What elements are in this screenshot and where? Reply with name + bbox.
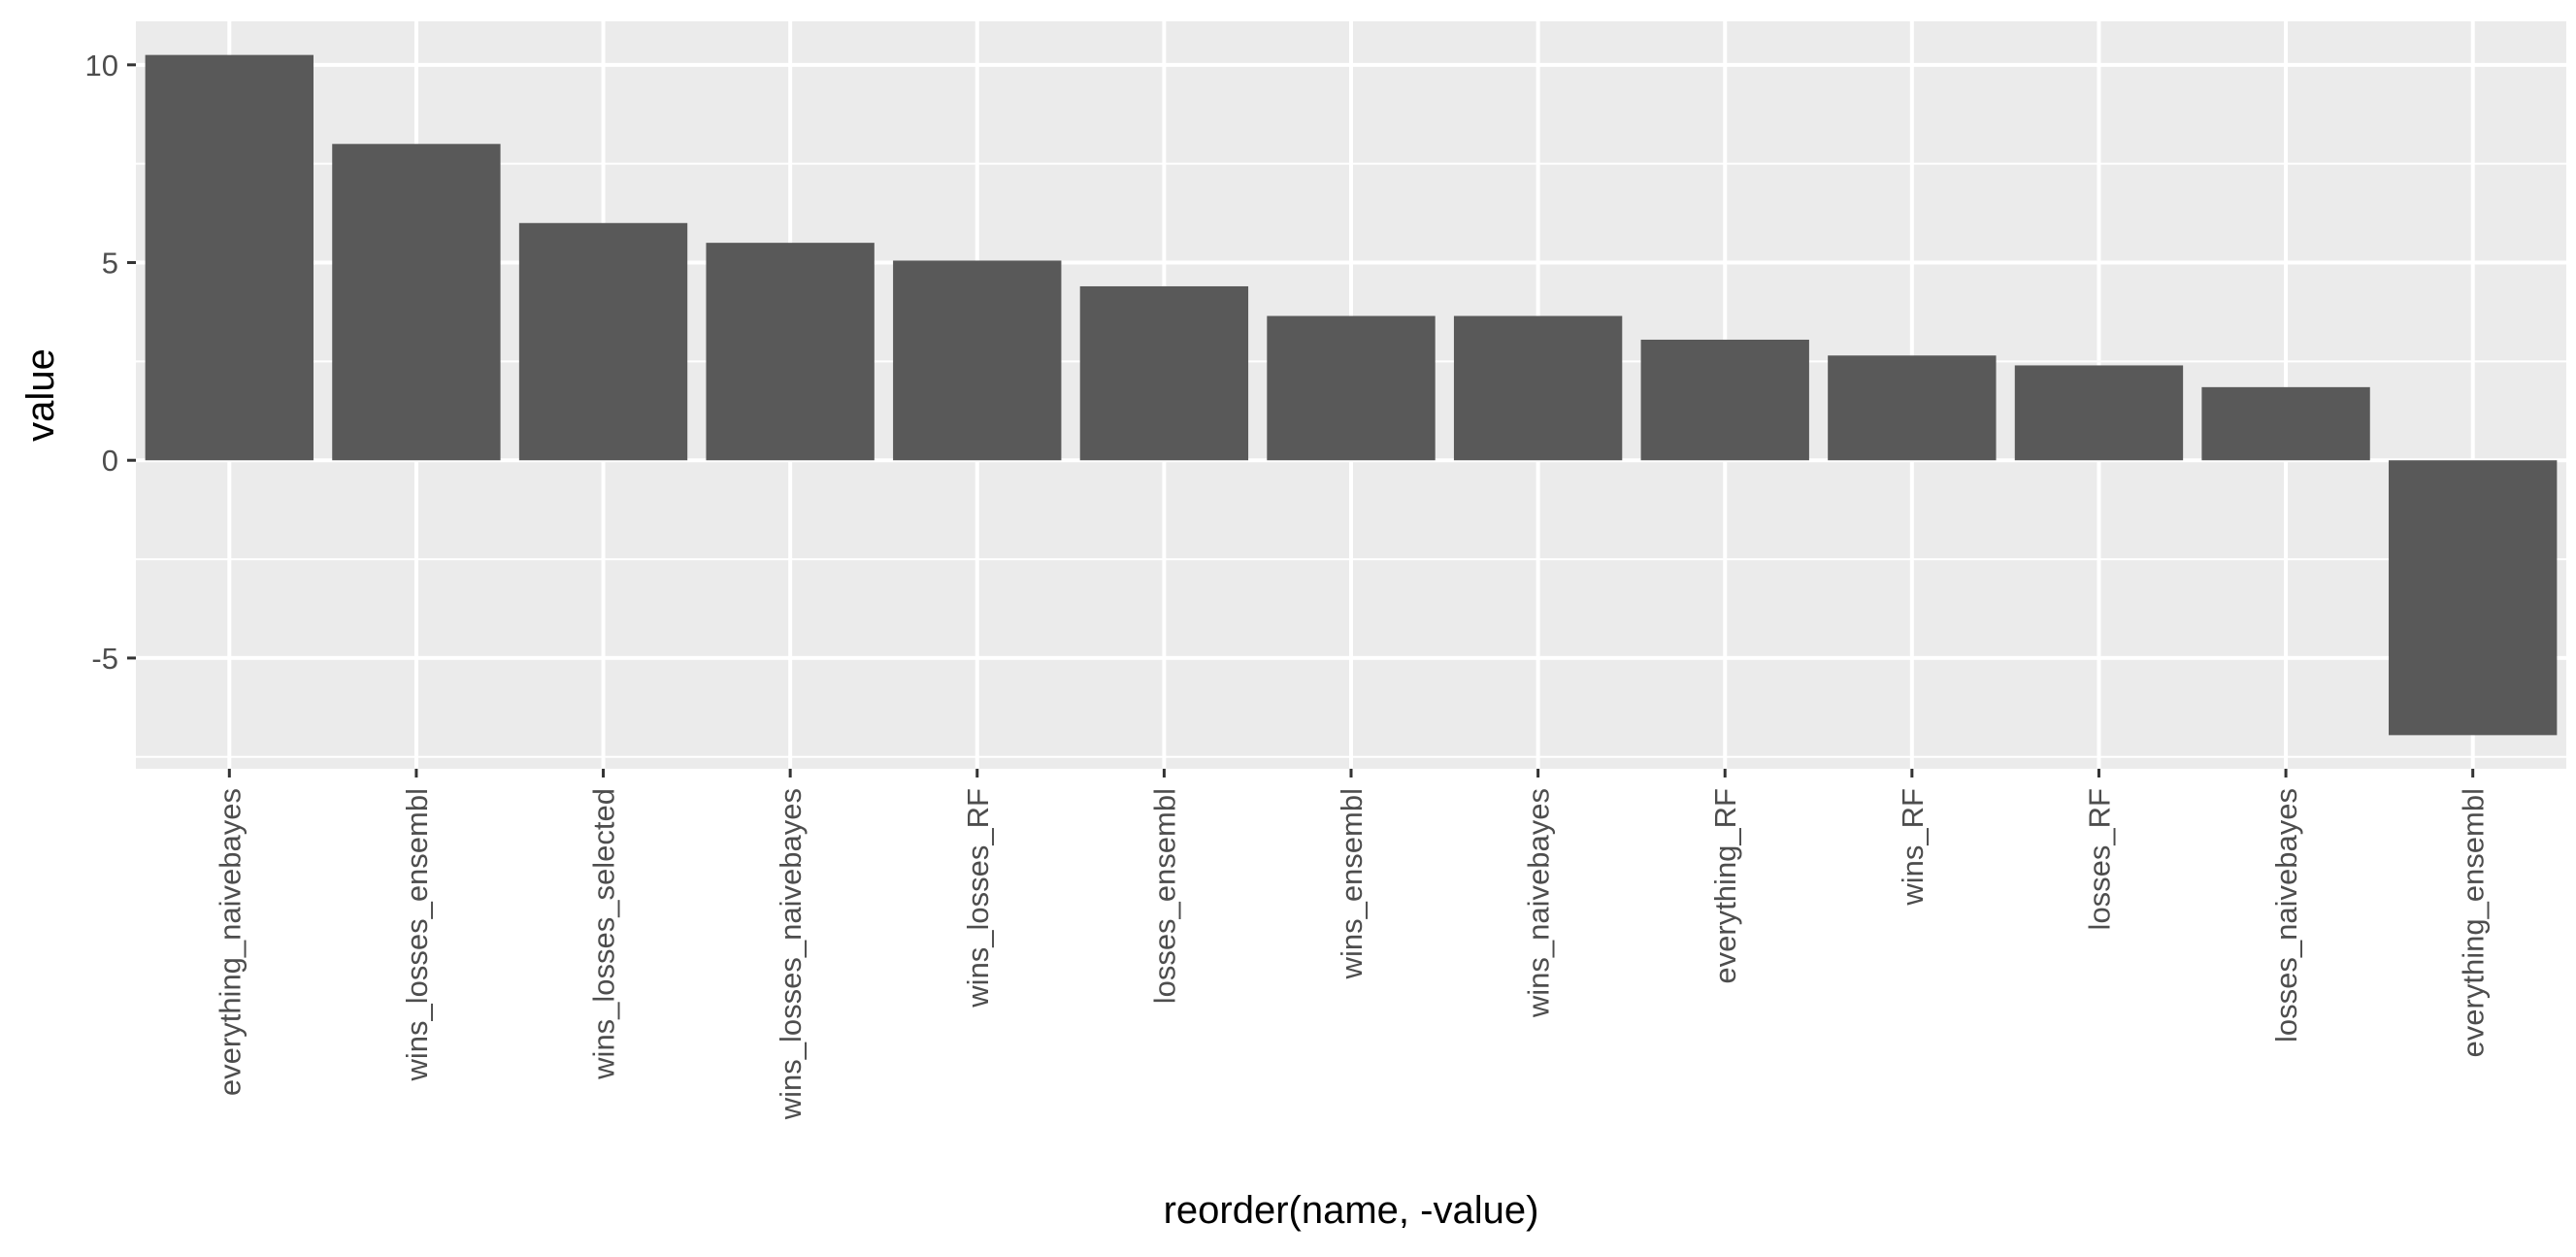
y-tick-label: 5 [102,247,118,281]
y-axis-title: value [19,348,62,442]
bar-losses_ensembl [1079,285,1249,461]
bar-wins_losses_ensembl [332,144,501,461]
x-tick-label: wins_RF [1896,788,1930,907]
x-tick-label: everything_ensembl [2457,788,2491,1057]
y-tick-label: 0 [102,444,118,478]
bar-wins_RF [1828,355,1997,461]
x-tick-label: everything_RF [1708,788,1742,984]
x-tick-label: wins_losses_naivebayes [774,788,808,1120]
y-tick-label: -5 [91,642,118,676]
x-tick-label: losses_RF [2082,788,2116,930]
x-tick-label: everything_naivebayes [213,788,247,1096]
bar-wins_losses_naivebayes [706,243,875,461]
y-tick-label: 10 [85,49,118,83]
bar-wins_ensembl [1267,315,1436,461]
x-axis-title: reorder(name, -value) [1164,1189,1539,1232]
bar-everything_naivebayes [145,54,314,461]
x-tick-label: losses_naivebayes [2269,788,2303,1042]
bar-losses_RF [2014,365,2184,461]
x-tick-label: wins_losses_RF [961,788,995,1009]
x-tick-label: losses_ensembl [1147,788,1181,1004]
x-tick-label: wins_losses_ensembl [400,788,434,1082]
x-tick-label: wins_naivebayes [1522,788,1556,1018]
bars [145,54,2558,736]
x-axis: everything_naivebayes wins_losses_ensembl… [213,769,2491,1120]
y-axis: -5 0 5 10 [85,49,136,676]
x-tick-label: wins_ensembl [1335,788,1369,979]
bar-wins_naivebayes [1453,315,1623,461]
bar-wins_losses_RF [893,260,1062,461]
bar-wins_losses_selected [518,222,688,461]
bar-everything_RF [1640,339,1809,461]
x-tick-label: wins_losses_selected [587,788,621,1080]
bar-losses_naivebayes [2201,386,2370,461]
bar-everything_ensembl [2389,460,2558,736]
